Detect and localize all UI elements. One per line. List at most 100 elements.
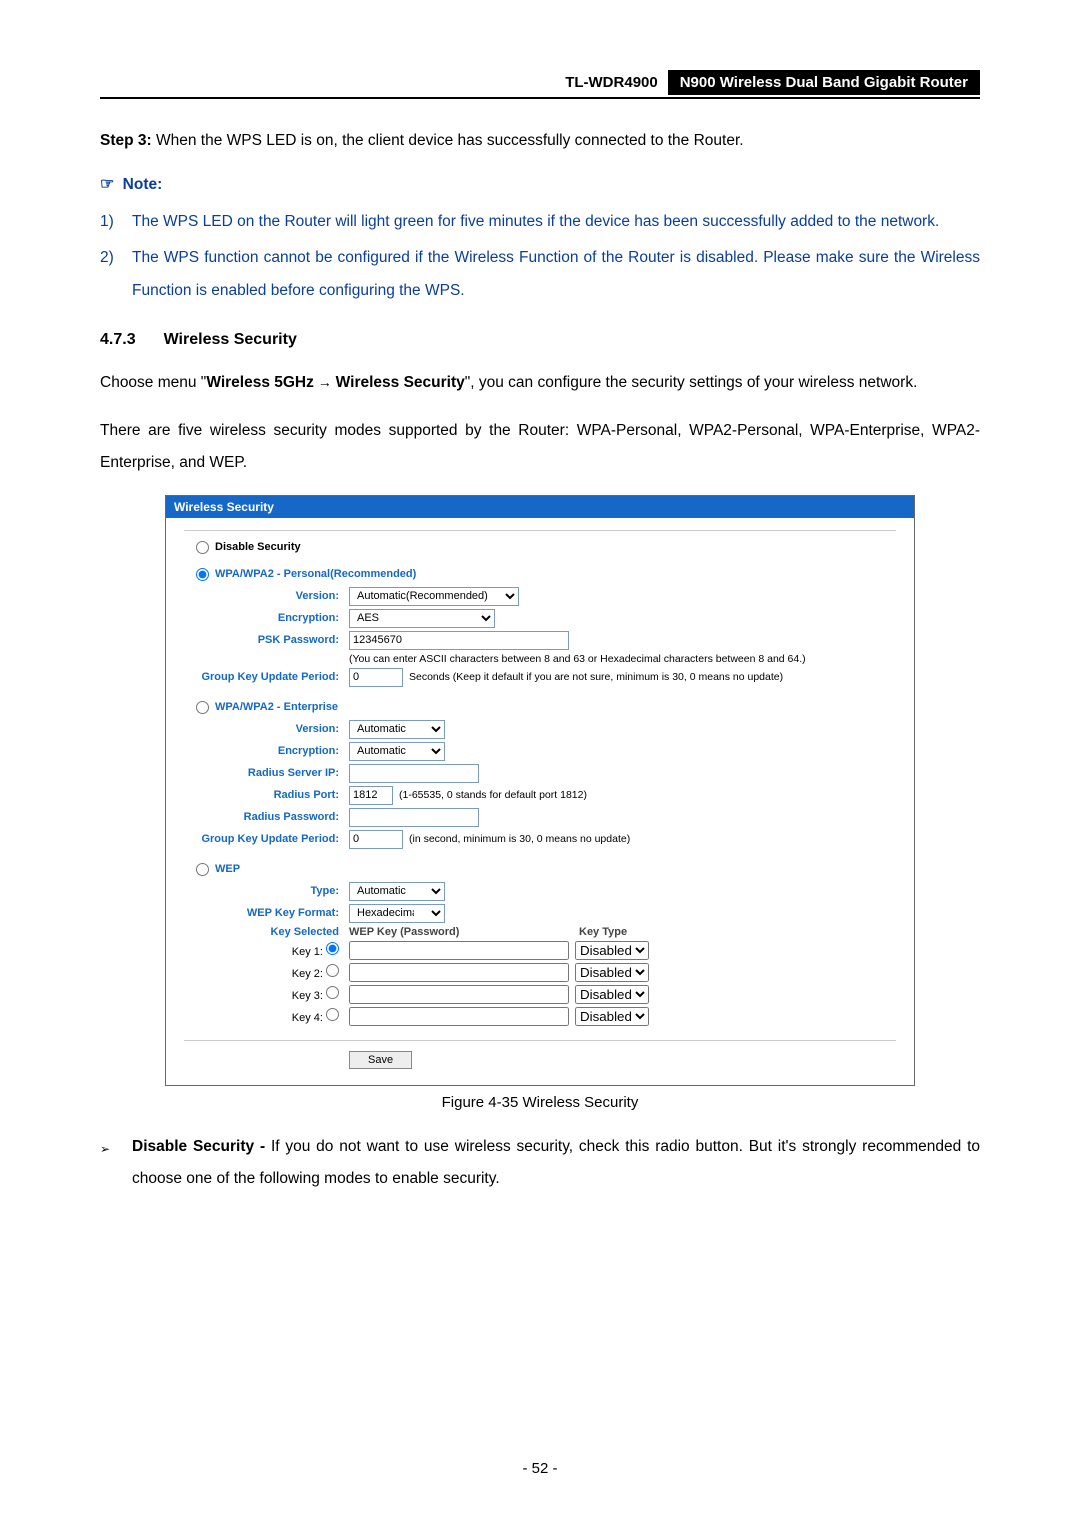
step3-line: Step 3: When the WPS LED is on, the clie… — [100, 129, 980, 154]
gkup-input[interactable] — [349, 668, 403, 687]
step3-label: Step 3: — [100, 132, 152, 149]
gkup-hint: Seconds (Keep it default if you are not … — [409, 671, 783, 683]
para-choose-menu: Choose menu "Wireless 5GHz → Wireless Se… — [100, 367, 980, 399]
psk-label: PSK Password: — [184, 634, 349, 646]
wep-row: WEP — [196, 863, 896, 876]
wep-type-label: Type: — [184, 885, 349, 897]
save-button[interactable]: Save — [349, 1051, 412, 1069]
radius-ip-input[interactable] — [349, 764, 479, 783]
wep-label: WEP — [215, 863, 240, 875]
wpa-personal-row: WPA/WPA2 - Personal(Recommended) — [196, 568, 896, 581]
wep-key4-input[interactable] — [349, 1007, 569, 1026]
figure-caption: Figure 4-35 Wireless Security — [100, 1094, 980, 1111]
wep-key-row: Key 2: Disabled — [184, 963, 896, 982]
disable-security-row: Disable Security — [196, 541, 896, 554]
p1-b1: Wireless 5GHz — [206, 374, 314, 391]
product-name: N900 Wireless Dual Band Gigabit Router — [668, 70, 980, 95]
bullet-text: Disable Security - If you do not want to… — [132, 1131, 980, 1195]
section-num: 4.7.3 — [100, 331, 136, 348]
encryption-select[interactable]: AES — [349, 609, 495, 628]
wep-key3-type[interactable]: Disabled — [575, 985, 649, 1004]
p1-b2: Wireless Security — [336, 374, 465, 391]
note-num: 2) — [100, 242, 132, 307]
radius-port-input[interactable] — [349, 786, 393, 805]
wep-key4-radio[interactable] — [326, 1008, 339, 1021]
wep-key4-label: Key 4: — [184, 1008, 349, 1024]
wpa-personal-label: WPA/WPA2 - Personal(Recommended) — [215, 568, 416, 580]
wep-fmt-label: WEP Key Format: — [184, 907, 349, 919]
wep-key1-input[interactable] — [349, 941, 569, 960]
note-text: The WPS LED on the Router will light gre… — [132, 206, 980, 239]
wep-key1-type[interactable]: Disabled — [575, 941, 649, 960]
radius-ip-label: Radius Server IP: — [184, 767, 349, 779]
disable-security-bullet: ➢ Disable Security - If you do not want … — [100, 1131, 980, 1195]
para-modes: There are five wireless security modes s… — [100, 415, 980, 479]
ent-gkup-label: Group Key Update Period: — [184, 833, 349, 845]
wep-key3-label: Key 3: — [184, 986, 349, 1002]
save-area: Save — [184, 1040, 896, 1069]
model-badge: TL-WDR4900 — [555, 70, 668, 95]
section-heading: 4.7.3 Wireless Security — [100, 331, 980, 349]
note-num: 1) — [100, 206, 132, 239]
wep-type-select[interactable]: Automatic — [349, 882, 445, 901]
wpa-ent-label: WPA/WPA2 - Enterprise — [215, 701, 338, 713]
note-item: 2) The WPS function cannot be configured… — [100, 242, 980, 307]
wireless-security-figure: Wireless Security Disable Security WPA/W… — [165, 495, 915, 1086]
version-row: Version: Automatic(Recommended) — [184, 587, 896, 606]
encryption-label: Encryption: — [184, 612, 349, 624]
radius-port-label: Radius Port: — [184, 789, 349, 801]
wep-key1-radio[interactable] — [326, 942, 339, 955]
ent-encryption-label: Encryption: — [184, 745, 349, 757]
note-icon: ☞ — [100, 176, 114, 193]
disable-security-label: Disable Security — [215, 541, 301, 553]
figure-wrap: Wireless Security Disable Security WPA/W… — [100, 495, 980, 1086]
radius-port-hint: (1-65535, 0 stands for default port 1812… — [399, 789, 587, 801]
wep-key-row: Key 4: Disabled — [184, 1007, 896, 1026]
wpa-ent-radio[interactable] — [196, 701, 209, 714]
ent-gkup-input[interactable] — [349, 830, 403, 849]
wep-key-row: Key 1: Disabled — [184, 941, 896, 960]
wep-key-row: Key 3: Disabled — [184, 985, 896, 1004]
ent-gkup-hint: (in second, minimum is 30, 0 means no up… — [409, 833, 630, 845]
page-number: - 52 - — [0, 1460, 1080, 1477]
radius-pw-label: Radius Password: — [184, 811, 349, 823]
note-heading-text: Note: — [123, 176, 163, 193]
encryption-row: Encryption: AES — [184, 609, 896, 628]
divider — [184, 530, 896, 531]
wep-keytype-header: Key Type — [579, 926, 627, 938]
wep-fmt-select[interactable]: Hexadecimal — [349, 904, 445, 923]
p1-arrow: → — [314, 374, 336, 390]
version-select[interactable]: Automatic(Recommended) — [349, 587, 519, 606]
note-list: 1) The WPS LED on the Router will light … — [100, 206, 980, 308]
p1-post: ", you can configure the security settin… — [465, 374, 918, 391]
step3-text: When the WPS LED is on, the client devic… — [152, 132, 744, 149]
wep-key2-type[interactable]: Disabled — [575, 963, 649, 982]
bullet-bold: Disable Security - — [132, 1138, 271, 1155]
psk-row: PSK Password: — [184, 631, 896, 650]
ent-version-label: Version: — [184, 723, 349, 735]
bullet-mark: ➢ — [100, 1131, 132, 1195]
wep-keypass-header: WEP Key (Password) — [349, 926, 579, 938]
psk-input[interactable] — [349, 631, 569, 650]
wep-radio[interactable] — [196, 863, 209, 876]
wep-key3-radio[interactable] — [326, 986, 339, 999]
wep-header: Key Selected WEP Key (Password) Key Type — [184, 926, 896, 938]
wep-key2-input[interactable] — [349, 963, 569, 982]
note-heading: ☞ Note: — [100, 174, 980, 194]
p1-pre: Choose menu " — [100, 374, 206, 391]
wep-key2-radio[interactable] — [326, 964, 339, 977]
psk-hint: (You can enter ASCII characters between … — [349, 653, 806, 665]
section-title: Wireless Security — [164, 331, 297, 348]
wep-key1-label: Key 1: — [184, 942, 349, 958]
ent-version-select[interactable]: Automatic — [349, 720, 445, 739]
wep-key2-label: Key 2: — [184, 964, 349, 980]
disable-security-radio[interactable] — [196, 541, 209, 554]
gkup-row: Group Key Update Period: Seconds (Keep i… — [184, 668, 896, 687]
wep-key3-input[interactable] — [349, 985, 569, 1004]
note-item: 1) The WPS LED on the Router will light … — [100, 206, 980, 239]
figure-body: Disable Security WPA/WPA2 - Personal(Rec… — [166, 518, 914, 1085]
wpa-personal-radio[interactable] — [196, 568, 209, 581]
radius-pw-input[interactable] — [349, 808, 479, 827]
ent-encryption-select[interactable]: Automatic — [349, 742, 445, 761]
wep-key4-type[interactable]: Disabled — [575, 1007, 649, 1026]
